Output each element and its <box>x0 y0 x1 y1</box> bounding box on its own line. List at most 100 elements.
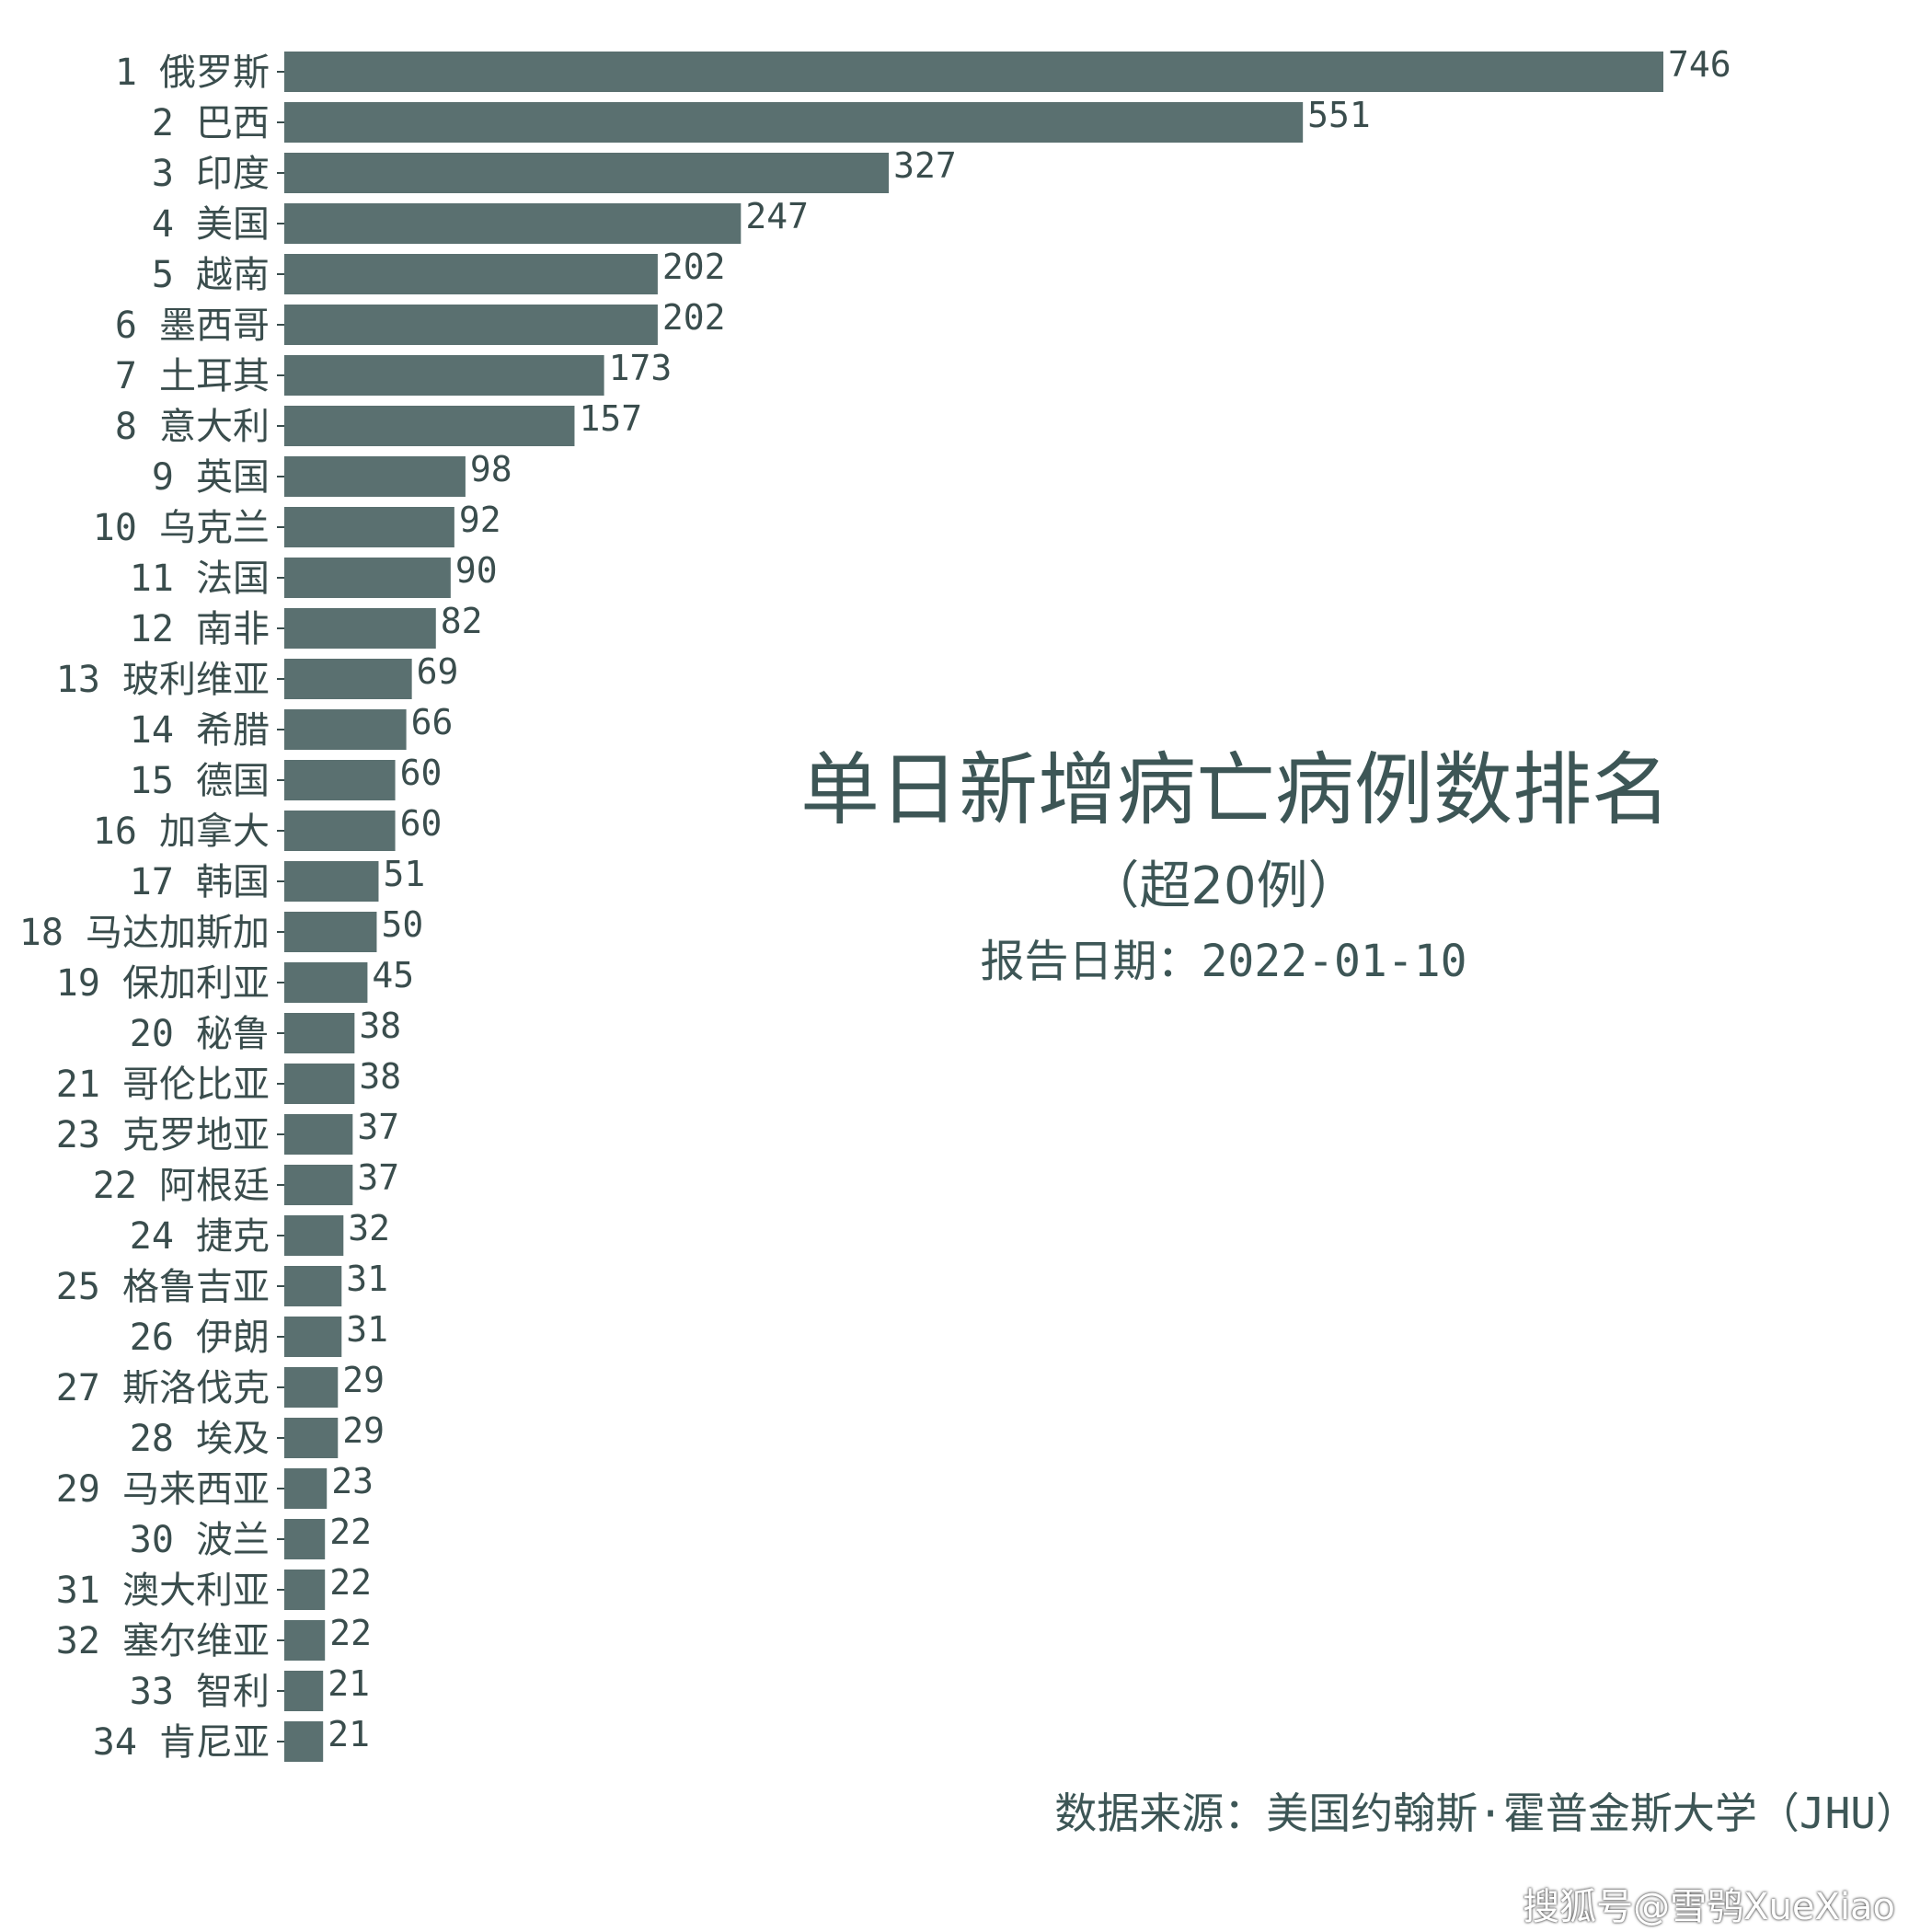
bar <box>284 153 890 193</box>
value-label: 746 <box>1668 44 1731 85</box>
value-label: 82 <box>441 601 483 641</box>
value-label: 551 <box>1307 95 1371 135</box>
bar <box>284 406 575 446</box>
value-labels-group: 746 551 327 247 202 202 173 157 98 92 90 82 69 66 60 60… <box>328 44 1731 1754</box>
category-label: 23 克罗地亚 <box>56 1114 270 1156</box>
bar <box>284 52 1663 92</box>
category-label: 19 保加利亚 <box>56 962 270 1005</box>
category-label: 24 捷克 <box>130 1215 270 1258</box>
value-label: 98 <box>470 449 512 489</box>
category-label: 28 埃及 <box>130 1418 270 1460</box>
bar <box>284 962 368 1003</box>
bar <box>284 456 466 497</box>
bar <box>284 1418 339 1458</box>
bar <box>284 1620 326 1661</box>
bar <box>284 912 377 952</box>
value-label: 173 <box>609 348 673 388</box>
category-label: 6 墨西哥 <box>115 305 270 347</box>
category-label: 14 希腊 <box>130 709 270 752</box>
value-label: 38 <box>359 1006 401 1046</box>
category-label: 10 乌克兰 <box>93 507 270 549</box>
bar <box>284 1064 355 1104</box>
watermark: 搜狐号@雪鸮XueXiao <box>1523 1886 1895 1928</box>
bar <box>284 811 396 851</box>
bar <box>284 659 412 699</box>
bar <box>284 709 407 750</box>
value-label: 32 <box>348 1208 390 1248</box>
category-label: 8 意大利 <box>115 406 270 448</box>
category-label: 27 斯洛伐克 <box>56 1367 270 1409</box>
category-label: 32 塞尔维亚 <box>56 1620 270 1662</box>
bar <box>284 305 658 345</box>
value-label: 37 <box>357 1157 399 1198</box>
bar <box>284 861 379 902</box>
data-source: 数据来源：美国约翰斯·霍普金斯大学（JHU） <box>1054 1788 1918 1838</box>
value-label: 60 <box>400 753 443 793</box>
value-label: 92 <box>459 500 501 540</box>
bar <box>284 1215 344 1256</box>
bar <box>284 1367 339 1408</box>
value-label: 90 <box>455 550 498 591</box>
category-label: 30 波兰 <box>130 1519 270 1561</box>
bar <box>284 254 658 294</box>
category-label: 29 马来西亚 <box>56 1468 270 1511</box>
value-label: 66 <box>411 702 454 742</box>
bar <box>284 1570 326 1610</box>
value-label: 22 <box>329 1512 372 1552</box>
value-label: 202 <box>662 297 726 338</box>
value-label: 31 <box>346 1309 388 1350</box>
category-label: 7 土耳其 <box>115 355 270 397</box>
category-label: 2 巴西 <box>152 102 270 144</box>
bar <box>284 608 436 649</box>
bar <box>284 1317 342 1357</box>
value-label: 22 <box>329 1562 372 1603</box>
category-label: 9 英国 <box>152 456 270 499</box>
category-label: 16 加拿大 <box>93 811 270 853</box>
category-label: 34 肯尼亚 <box>93 1721 270 1764</box>
value-label: 22 <box>329 1613 372 1653</box>
category-label: 11 法国 <box>130 558 270 600</box>
category-label: 3 印度 <box>152 153 270 195</box>
value-label: 21 <box>328 1714 370 1754</box>
category-label: 26 伊朗 <box>130 1317 270 1359</box>
value-label: 157 <box>579 398 642 439</box>
bar <box>284 355 604 396</box>
bar <box>284 102 1304 143</box>
category-label: 13 玻利维亚 <box>56 659 270 701</box>
category-labels-group: 1 俄罗斯 2 巴西 3 印度 4 美国 5 越南 6 墨西哥 7 土耳其 8 意大利 9 英国… <box>19 52 270 1764</box>
bar <box>284 1114 353 1155</box>
chart-subtitle: （超20例） <box>1087 857 1360 916</box>
value-label: 60 <box>400 803 443 844</box>
category-label: 18 马达加斯加 <box>19 912 270 954</box>
bar <box>284 203 742 244</box>
bar <box>284 1266 342 1306</box>
bar <box>284 760 396 800</box>
category-label: 21 哥伦比亚 <box>56 1064 270 1106</box>
category-label: 12 南非 <box>130 608 270 650</box>
value-label: 31 <box>346 1259 388 1299</box>
value-label: 23 <box>331 1461 374 1501</box>
bar <box>284 1721 324 1762</box>
value-label: 38 <box>359 1056 401 1097</box>
value-label: 50 <box>381 904 423 945</box>
category-label: 1 俄罗斯 <box>115 52 270 94</box>
bar <box>284 507 454 547</box>
value-label: 45 <box>372 955 414 995</box>
category-label: 31 澳大利亚 <box>56 1570 270 1612</box>
category-label: 17 韩国 <box>130 861 270 903</box>
bar <box>284 1519 326 1559</box>
category-label: 20 秘鲁 <box>130 1013 270 1055</box>
value-label: 51 <box>383 854 425 894</box>
category-label: 5 越南 <box>152 254 270 296</box>
category-label: 25 格鲁吉亚 <box>56 1266 270 1308</box>
category-label: 4 美国 <box>152 203 270 246</box>
bar <box>284 1468 328 1509</box>
value-label: 327 <box>893 145 957 186</box>
category-label: 33 智利 <box>130 1671 270 1713</box>
category-label: 15 德国 <box>130 760 270 802</box>
value-label: 29 <box>342 1360 385 1400</box>
report-date: 报告日期：2022-01-10 <box>980 936 1467 987</box>
value-label: 69 <box>417 651 459 692</box>
value-label: 202 <box>662 247 726 287</box>
